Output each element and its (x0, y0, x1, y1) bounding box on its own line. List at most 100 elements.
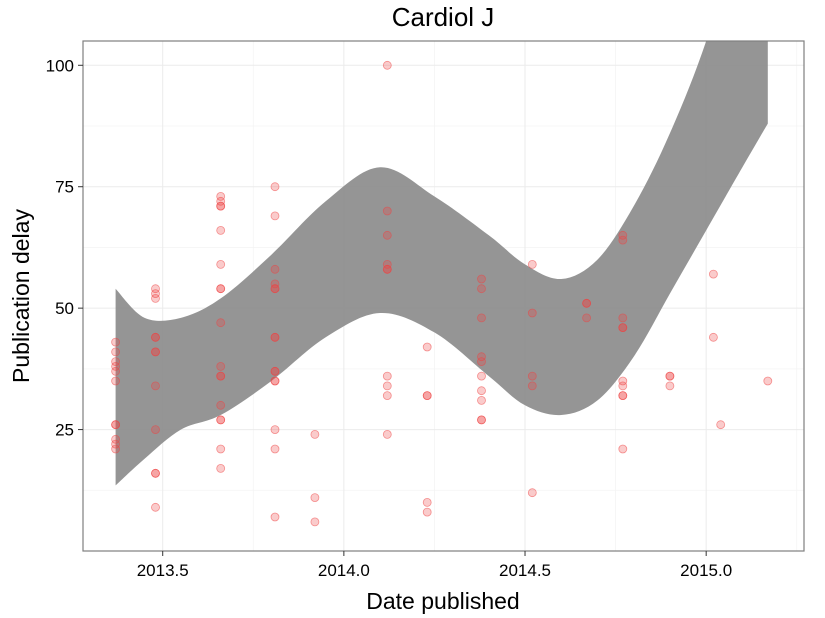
data-point (527, 259, 537, 269)
x-axis-ticks: 2013.5 2014.0 2014.5 2015.0 (137, 551, 732, 580)
x-tick-label: 2015.0 (680, 561, 732, 580)
data-point (618, 235, 628, 245)
data-point (527, 308, 537, 318)
y-tick-label: 25 (55, 421, 74, 440)
data-point (763, 376, 773, 386)
plot-frame (82, 40, 805, 552)
y-axis-ticks: 25 50 75 100 (46, 56, 83, 440)
data-point (151, 284, 160, 294)
data-point (477, 284, 486, 294)
data-point (270, 376, 280, 386)
data-point (382, 259, 392, 269)
data-point (216, 444, 226, 454)
data-point (618, 313, 628, 323)
data-point (310, 517, 320, 527)
data-point (111, 376, 120, 386)
data-point (477, 395, 486, 405)
data-point (111, 434, 120, 444)
data-point (216, 201, 226, 211)
data-point (527, 371, 537, 381)
data-point (151, 289, 160, 299)
data-point (665, 371, 675, 381)
data-point (270, 332, 280, 342)
data-point (422, 497, 432, 507)
data-point (111, 444, 120, 454)
y-tick-label: 50 (55, 299, 74, 318)
data-point (382, 371, 392, 381)
data-point (216, 463, 226, 473)
data-point (310, 429, 320, 439)
x-tick-label: 2014.0 (318, 561, 370, 580)
data-point (382, 60, 392, 70)
data-point (111, 361, 120, 371)
data-point (216, 415, 226, 425)
data-points (111, 60, 773, 527)
data-point (111, 337, 120, 347)
data-point (111, 366, 120, 376)
x-tick-label: 2014.5 (499, 561, 551, 580)
data-point (382, 230, 392, 240)
data-point (111, 439, 120, 449)
data-point (477, 371, 486, 381)
data-point (270, 444, 280, 454)
y-axis-label: Publication delay (8, 209, 34, 383)
data-point (216, 259, 226, 269)
chart-title: Cardiol J (392, 2, 495, 32)
x-axis-label: Date published (366, 588, 519, 614)
data-point (382, 264, 392, 274)
data-point (270, 284, 280, 294)
data-point (709, 269, 718, 279)
data-point (582, 298, 591, 308)
data-point (151, 381, 160, 391)
data-point (151, 332, 160, 342)
data-point (151, 425, 160, 435)
data-point (527, 381, 537, 391)
data-point (216, 191, 226, 201)
x-tick-label: 2013.5 (137, 561, 189, 580)
data-point (216, 318, 226, 328)
data-point (422, 391, 432, 401)
data-point (111, 347, 120, 357)
data-point (582, 313, 591, 323)
data-point (618, 381, 628, 391)
data-point (216, 400, 226, 410)
data-point (382, 381, 392, 391)
data-point (216, 284, 226, 294)
data-point (270, 366, 280, 376)
data-point (665, 381, 675, 391)
data-point (527, 488, 537, 498)
y-tick-label: 75 (55, 178, 74, 197)
data-point (618, 230, 628, 240)
confidence-band-group (115, 41, 768, 486)
data-point (477, 415, 486, 425)
data-point (151, 293, 160, 303)
data-point (270, 182, 280, 192)
data-point (151, 502, 160, 512)
data-point (111, 420, 120, 430)
data-point (477, 274, 486, 284)
data-point (151, 468, 160, 478)
data-point (270, 264, 280, 274)
data-point (382, 429, 392, 439)
data-point (618, 444, 628, 454)
data-point (618, 323, 628, 333)
confidence-band (115, 41, 768, 486)
data-point (382, 391, 392, 401)
data-point (111, 357, 120, 367)
data-point (270, 425, 280, 435)
data-point (270, 512, 280, 522)
data-point (310, 493, 320, 503)
data-point (382, 206, 392, 216)
data-point (709, 332, 718, 342)
data-point (422, 342, 432, 352)
data-point (270, 211, 280, 221)
data-point (151, 347, 160, 357)
data-point (216, 361, 226, 371)
data-point (618, 376, 628, 386)
data-point (716, 420, 726, 430)
data-point (477, 357, 486, 367)
data-point (270, 279, 280, 289)
data-point (477, 352, 486, 362)
data-point (477, 313, 486, 323)
